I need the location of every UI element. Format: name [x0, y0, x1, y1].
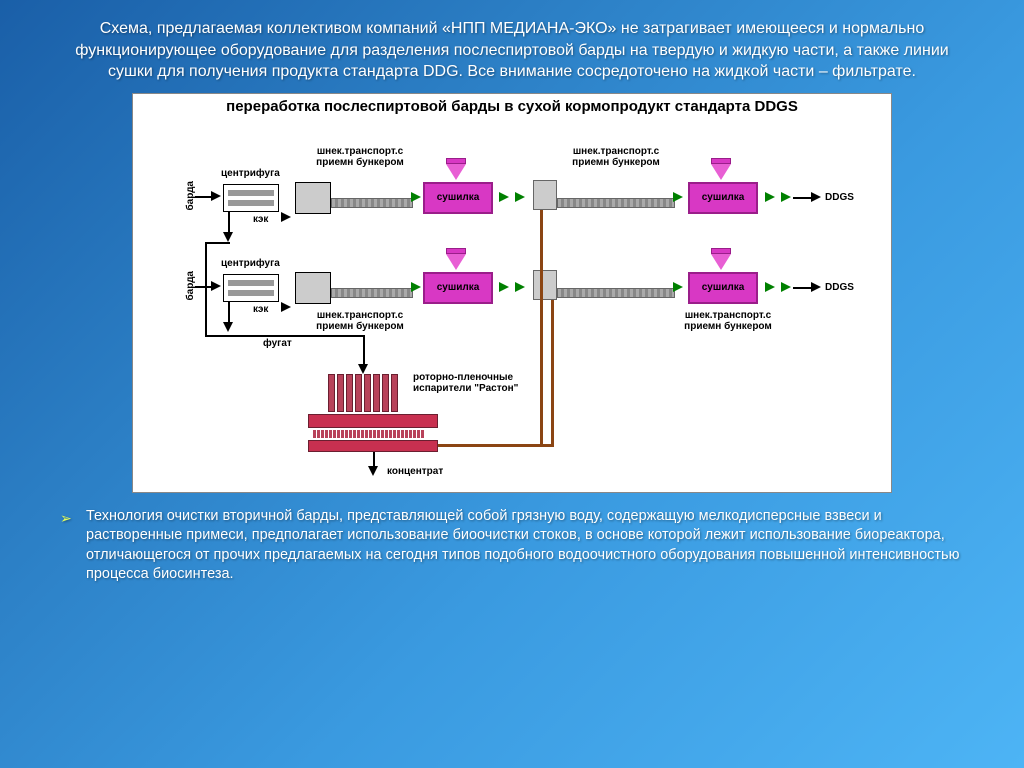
hopper-1 [446, 164, 466, 180]
label-fugat: фугат [263, 338, 292, 349]
label-evaporators: роторно-пленочные испарители "Растон" [413, 372, 543, 394]
dryer-4: сушилка [688, 272, 758, 304]
centrifuge-2 [223, 274, 279, 302]
arrow-icon [673, 192, 683, 202]
dryer-2: сушилка [423, 272, 493, 304]
arrow-icon [411, 282, 421, 292]
flow-line [793, 287, 813, 289]
mixer-2 [533, 270, 557, 300]
arrow-icon [781, 192, 791, 202]
label-transport-2: шнек.транспорт.с приемн бункером [305, 310, 415, 332]
arrow-icon [765, 282, 775, 292]
arrow-icon [211, 281, 221, 291]
arrow-icon [765, 192, 775, 202]
label-ddgs-2: DDGS [825, 282, 854, 293]
screw-3 [557, 198, 675, 208]
dryer-1: сушилка [423, 182, 493, 214]
evap-base-1 [308, 414, 438, 428]
screw-2 [331, 288, 413, 298]
hopper-3 [711, 164, 731, 180]
diagram-title: переработка послеспиртовой барды в сухой… [133, 98, 891, 116]
body-paragraph: ➢ Технология очистки вторичной барды, пр… [60, 507, 964, 585]
screw-4 [557, 288, 675, 298]
arrow-icon [499, 192, 509, 202]
arrow-icon [499, 282, 509, 292]
evap-mini [313, 430, 424, 438]
arrow-icon [673, 282, 683, 292]
brown-line [551, 300, 554, 447]
arrow-icon [811, 282, 821, 292]
arrow-icon [281, 212, 291, 222]
arrow-icon [515, 282, 525, 292]
evaporator-tubes [328, 374, 398, 412]
bunker-2 [295, 272, 331, 304]
arrow-icon [515, 192, 525, 202]
label-transport-3: шнек.транспорт.с приемн бункером [561, 146, 671, 168]
arrow-icon [223, 322, 233, 332]
brown-line [438, 444, 553, 447]
arrow-icon [811, 192, 821, 202]
arrow-icon [281, 302, 291, 312]
flow-line [793, 197, 813, 199]
label-centrifuge-1: центрифуга [221, 168, 280, 179]
mixer-1 [533, 180, 557, 210]
label-transport-1: шнек.транспорт.с приемн бункером [305, 146, 415, 168]
flow-line [228, 302, 230, 324]
label-ddgs-1: DDGS [825, 192, 854, 203]
arrow-icon [223, 232, 233, 242]
arrow-icon [211, 191, 221, 201]
dryer-3: сушилка [688, 182, 758, 214]
flow-line [205, 242, 230, 244]
arrow-icon [411, 192, 421, 202]
flow-line [205, 242, 207, 337]
screw-1 [331, 198, 413, 208]
arrow-icon [368, 466, 378, 476]
brown-line [540, 210, 543, 447]
bunker-1 [295, 182, 331, 214]
arrow-icon [358, 364, 368, 374]
arrow-icon [781, 282, 791, 292]
label-transport-4: шнек.транспорт.с приемн бункером [673, 310, 783, 332]
label-concentrate: концентрат [387, 466, 443, 477]
process-diagram: переработка послеспиртовой барды в сухой… [132, 93, 892, 493]
centrifuge-1 [223, 184, 279, 212]
label-centrifuge-2: центрифуга [221, 258, 280, 269]
flow-line [228, 212, 230, 234]
hopper-2 [446, 254, 466, 270]
hopper-4 [711, 254, 731, 270]
bullet-icon: ➢ [60, 509, 72, 528]
label-kek-1: кэк [253, 214, 268, 225]
body-text-content: Технология очистки вторичной барды, пред… [86, 508, 959, 583]
slide-title: Схема, предлагаемая коллективом компаний… [60, 18, 964, 83]
flow-line [205, 335, 365, 337]
evap-base-2 [308, 440, 438, 452]
flow-line [363, 335, 365, 367]
label-kek-2: кэк [253, 304, 268, 315]
